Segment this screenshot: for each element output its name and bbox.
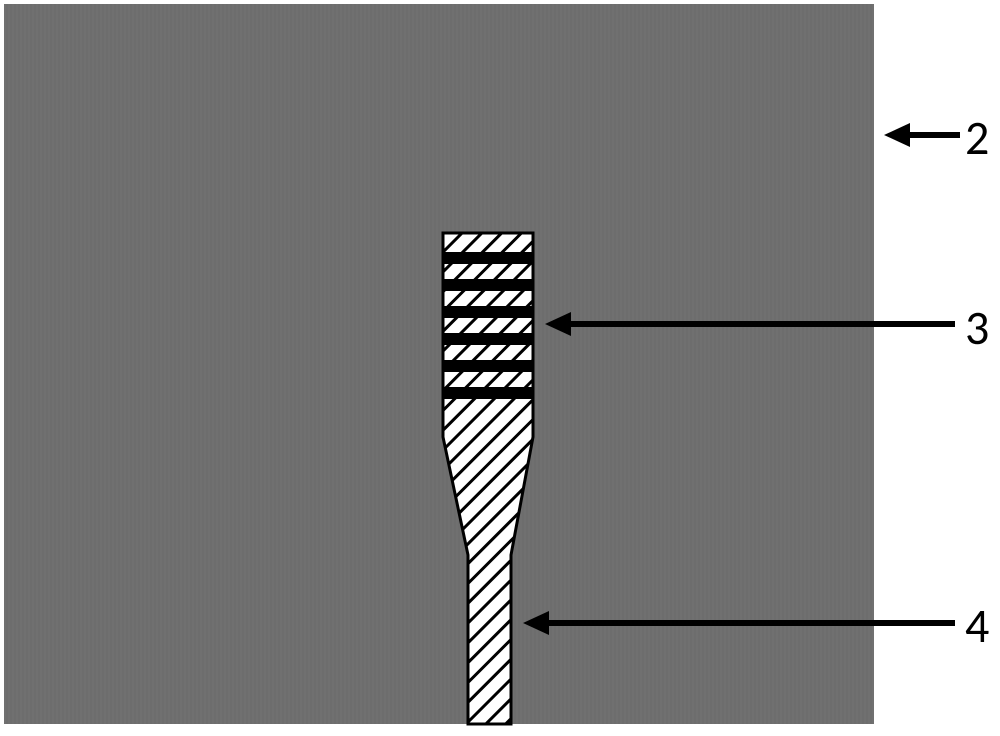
substrate-plate (4, 4, 874, 724)
label-4: 4 (965, 596, 989, 655)
grating-bar (443, 360, 533, 372)
grating-bar (443, 333, 533, 345)
grating-bar (443, 252, 533, 264)
grating-bar (443, 279, 533, 291)
diagram-svg (0, 0, 1000, 736)
label-3: 3 (965, 298, 989, 357)
grating-bar (443, 306, 533, 318)
diagram-stage: 2 3 4 (0, 0, 1000, 736)
grating-bar (443, 387, 533, 399)
arrow-2 (884, 123, 960, 147)
label-2: 2 (965, 108, 989, 167)
